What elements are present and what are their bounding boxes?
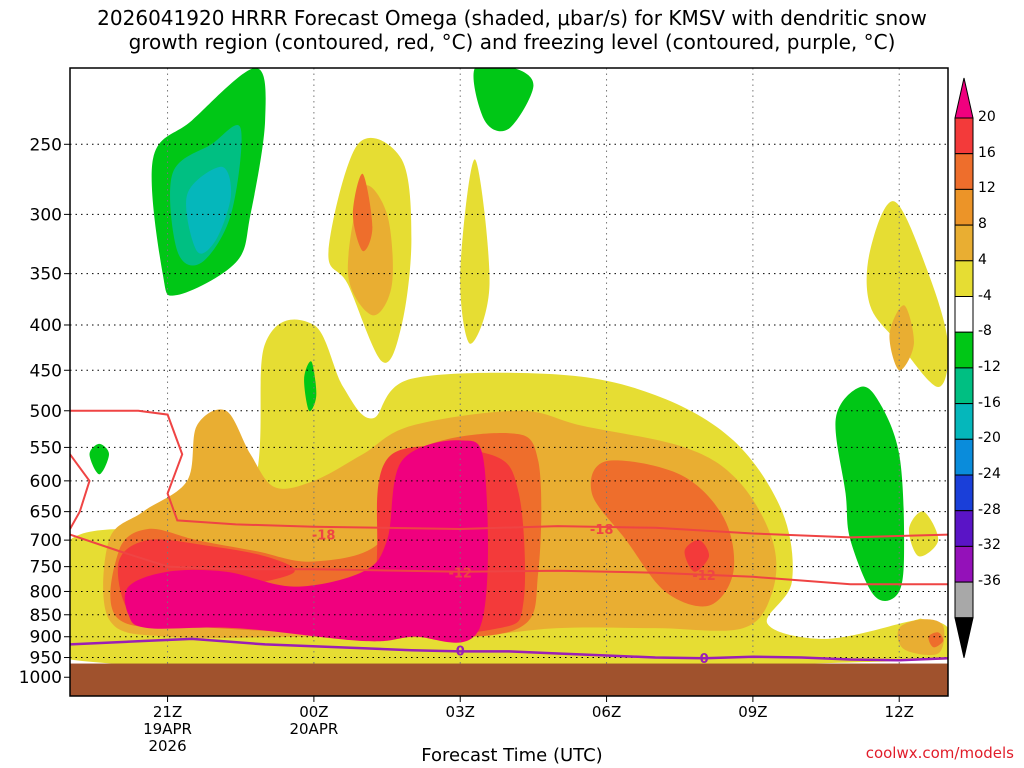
colorbar-label: -16 [978,394,1001,411]
x-tick-date-label: 19APR [143,720,192,738]
y-tick-label: 900 [30,628,62,648]
colorbar-label: 8 [978,216,987,233]
y-tick-label: 850 [30,606,62,626]
colorbar-swatch [954,153,974,190]
colorbar-label: -32 [978,537,1001,554]
y-tick-label: 450 [30,361,62,381]
freezing-level-label: 0 [700,652,709,667]
ground-fill [70,663,948,696]
colorbar-swatch [954,260,974,297]
y-tick-label: 550 [30,438,62,458]
colorbar-label: -36 [978,573,1001,590]
y-tick-label: 650 [30,503,62,523]
x-tick-label: 21Z [153,703,182,721]
title-line-2: growth region (contoured, red, °C) and f… [128,30,896,54]
x-tick-label: 09Z [738,703,767,721]
x-tick-label: 06Z [592,703,621,721]
colorbar-swatch [954,545,974,583]
y-tick-label: 1000 [19,668,62,688]
colorbar-label: -12 [978,358,1001,375]
colorbar-swatch [954,510,974,547]
colorbar-swatch [954,331,974,369]
y-tick-label: 750 [30,558,62,578]
colorbar-swatch [954,581,974,619]
y-tick-label: 350 [30,265,62,285]
chart-title: 2026041920 HRRR Forecast Omega (shaded, … [0,6,1024,54]
dendritic-contour-label: -12 [692,569,716,584]
dendritic-contour-label: -18 [312,529,336,544]
colorbar-label: -28 [978,501,1001,518]
omega-region [684,540,710,572]
omega-region [866,201,948,387]
omega-region [928,632,944,648]
y-tick-label: 250 [30,135,62,155]
colorbar-label: 4 [978,251,987,268]
omega-region [473,68,534,132]
colorbar-swatch [954,224,974,262]
colorbar-label: -4 [978,287,992,304]
colorbar-swatch [954,188,974,226]
plot-frame [69,67,949,697]
colorbar-label: 16 [978,144,996,161]
y-tick-label: 600 [30,472,62,492]
colorbar-label: 20 [978,109,996,125]
omega-region [908,511,939,557]
colorbar-swatch [954,117,974,155]
colorbar-label: -24 [978,466,1001,482]
colorbar-swatch [954,403,974,440]
title-line-1: 2026041920 HRRR Forecast Omega (shaded, … [97,6,927,30]
freezing-level-label: 0 [456,645,465,660]
colorbar-swatch [954,474,974,512]
colorbar-swatch [954,438,974,476]
x-tick-label: 12Z [885,703,914,721]
omega-region [835,386,905,601]
colorbar-label: 12 [978,180,996,197]
colorbar-swatch [954,296,974,333]
omega-region [124,440,488,643]
colorbar-label: -20 [978,430,1001,447]
omega-region [304,361,317,412]
dendritic-contour-label: -12 [448,567,472,582]
dendritic-contour-line [70,409,948,539]
omega-region [89,443,109,475]
x-tick-date-label: 20APR [289,720,338,738]
dendritic-contour-line [70,453,91,530]
colorbar-top-arrow [954,77,974,119]
x-axis-title: Forecast Time (UTC) [421,745,603,766]
dendritic-contour-label: -18 [590,523,614,538]
y-tick-label: 500 [30,402,62,422]
freezing-level-line [70,637,948,662]
omega-region [352,173,373,252]
omega-region [460,159,490,344]
colorbar-swatch [954,367,974,405]
y-tick-label: 400 [30,316,62,336]
credit-text: coolwx.com/models [865,744,1014,762]
x-tick-year-label: 2026 [148,737,186,755]
omega-region [186,166,232,254]
y-tick-label: 950 [30,649,62,669]
x-tick-label: 03Z [446,703,475,721]
y-tick-label: 700 [30,531,62,551]
omega-region [889,305,914,371]
colorbar-bottom-arrow [954,617,974,658]
y-tick-label: 300 [30,205,62,225]
x-tick-label: 00Z [299,703,328,721]
y-tick-label: 800 [30,582,62,602]
dendritic-contour-line [70,533,948,586]
colorbar-label: -8 [978,323,992,340]
